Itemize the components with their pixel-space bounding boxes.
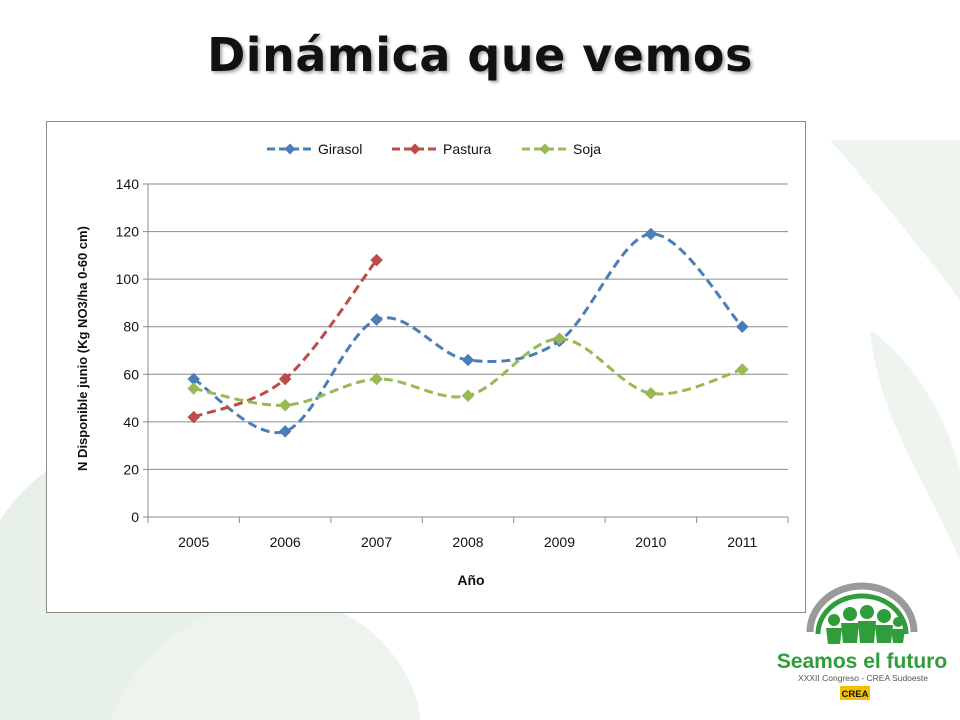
x-tick-label-2005: 2005 [178, 534, 209, 550]
legend-marker-pastura [409, 143, 421, 155]
logo-title: Seamos el futuro [777, 650, 947, 673]
marker-girasol-2006 [278, 425, 292, 438]
marker-soja-2008 [461, 389, 475, 403]
marker-soja-2007 [370, 372, 383, 386]
y-tick-label: 100 [116, 271, 140, 287]
x-tick-labels: 2005 2006 2007 2008 2009 2010 2011 [178, 534, 757, 550]
series-line-girasol [192, 232, 744, 435]
marker-soja-2009 [553, 332, 566, 345]
legend: Girasol Pastura Soja [267, 141, 601, 157]
axes [143, 183, 789, 523]
chart-frame: 0 20 40 60 80 100 120 140 2005 2006 2007 2008 2009 2… [46, 121, 806, 613]
marker-soja-2005 [187, 382, 201, 395]
y-tick-labels: 0 20 40 60 80 100 120 140 [116, 176, 140, 525]
seamos-el-futuro-logo: Seamos el futuro XXXII Congreso - CREA S… [777, 582, 947, 700]
marker-soja-2011 [735, 363, 749, 376]
legend-label-pastura: Pastura [443, 141, 491, 157]
y-tick-label: 20 [123, 461, 139, 477]
y-tick-label: 60 [123, 366, 139, 382]
legend-marker-soja [539, 143, 551, 155]
y-tick-label: 0 [131, 509, 139, 525]
x-tick-label-2011: 2011 [727, 534, 757, 550]
x-tick-label-2009: 2009 [544, 534, 575, 550]
marker-soja-2006 [278, 398, 292, 412]
y-tick-label: 80 [123, 319, 139, 335]
marker-soja-2010 [644, 386, 658, 400]
x-axis-label: Año [457, 572, 484, 588]
marker-pastura-2005 [187, 410, 201, 424]
series-line-pastura [193, 259, 378, 419]
logo-crea-badge: CREA [842, 689, 869, 700]
x-tick-label-2008: 2008 [452, 534, 483, 550]
slide-title: Dinámica que vemos [207, 28, 753, 82]
gridlines [148, 183, 788, 470]
marker-pastura-2007 [370, 253, 383, 267]
y-tick-label: 40 [123, 414, 139, 430]
marker-girasol-2010 [644, 227, 658, 241]
x-tick-label-2010: 2010 [635, 534, 666, 550]
marker-girasol-2011 [735, 320, 749, 334]
y-tick-label: 140 [116, 176, 140, 192]
legend-marker-girasol [284, 143, 296, 155]
series-lines [187, 227, 749, 438]
x-tick-label-2007: 2007 [361, 534, 392, 550]
logo-subtitle: XXXII Congreso - CREA Sudoeste [798, 673, 928, 683]
y-axis-label: N Disponible junio (Kg NO3/ha 0-60 cm) [75, 226, 90, 471]
y-tick-label: 120 [116, 224, 140, 240]
marker-girasol-2007 [370, 313, 383, 326]
legend-label-girasol: Girasol [318, 141, 362, 157]
x-tick-label-2006: 2006 [270, 534, 301, 550]
legend-label-soja: Soja [573, 141, 601, 157]
marker-pastura-2006 [278, 372, 292, 386]
marker-girasol-2008 [461, 353, 475, 367]
